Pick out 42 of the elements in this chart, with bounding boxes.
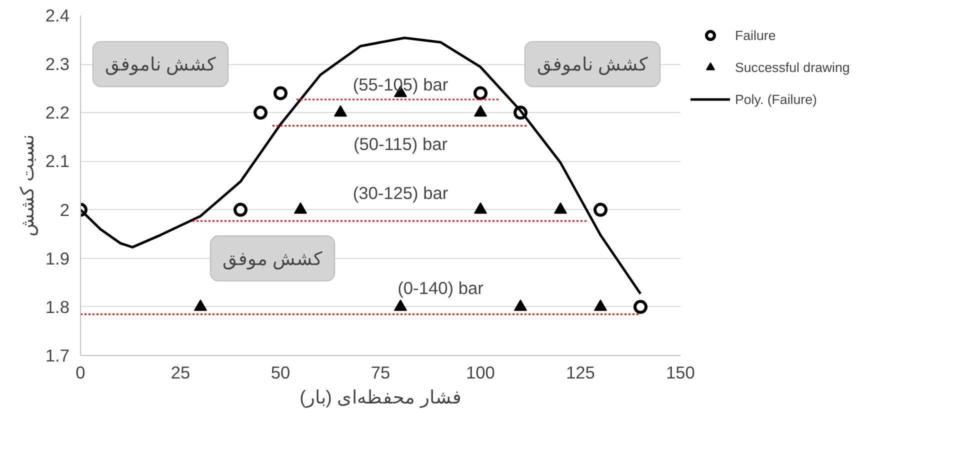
y-tick-label: 1.8 <box>45 296 70 317</box>
annotation: (0-140) bar <box>398 278 484 298</box>
point <box>594 300 607 311</box>
point <box>554 202 567 214</box>
x-axis-title: فشار محفظه‌ای (بار) <box>300 386 462 408</box>
annotation: کشش ناموفق <box>104 54 218 76</box>
annotation: (30-125) bar <box>352 182 448 203</box>
y-axis-title: نسبت کشش <box>16 134 38 237</box>
annotation: (55-105) bar <box>352 74 448 95</box>
point <box>234 202 248 217</box>
point <box>294 202 307 214</box>
point <box>194 300 207 311</box>
x-tick-label: 150 <box>666 362 695 382</box>
y-tick-label: 2 <box>60 200 70 220</box>
point <box>514 300 527 311</box>
point <box>474 86 488 100</box>
point <box>594 202 608 217</box>
y-tick-label: 1.9 <box>45 248 70 268</box>
x-tick-label: 75 <box>370 362 390 382</box>
point <box>474 202 487 214</box>
annotation: کشش ناموفق <box>536 54 650 76</box>
x-tick-label: 125 <box>566 362 595 382</box>
y-tick-label: 2.4 <box>45 6 70 26</box>
point <box>254 106 268 120</box>
legend-label: Successful drawing <box>735 60 850 74</box>
annotation: (50-115) bar <box>353 134 448 154</box>
x-tick-label: 100 <box>466 362 495 382</box>
point <box>274 86 288 100</box>
annotation: کشش موفق <box>222 248 324 270</box>
y-tick-label: 2.2 <box>45 102 70 123</box>
point <box>394 300 407 311</box>
point <box>474 105 487 117</box>
point <box>634 300 648 314</box>
y-tick-label: 2.1 <box>45 151 70 172</box>
legend-label: Poly. (Failure) <box>735 92 817 106</box>
x-tick-label: 25 <box>170 362 190 382</box>
y-tick-label: 2.3 <box>45 54 70 74</box>
x-tick-label: 50 <box>270 362 290 382</box>
point <box>334 105 347 117</box>
x-tick-label: 0 <box>76 362 86 382</box>
y-tick-label: 1.7 <box>45 346 70 366</box>
legend-label: Failure <box>735 28 776 42</box>
